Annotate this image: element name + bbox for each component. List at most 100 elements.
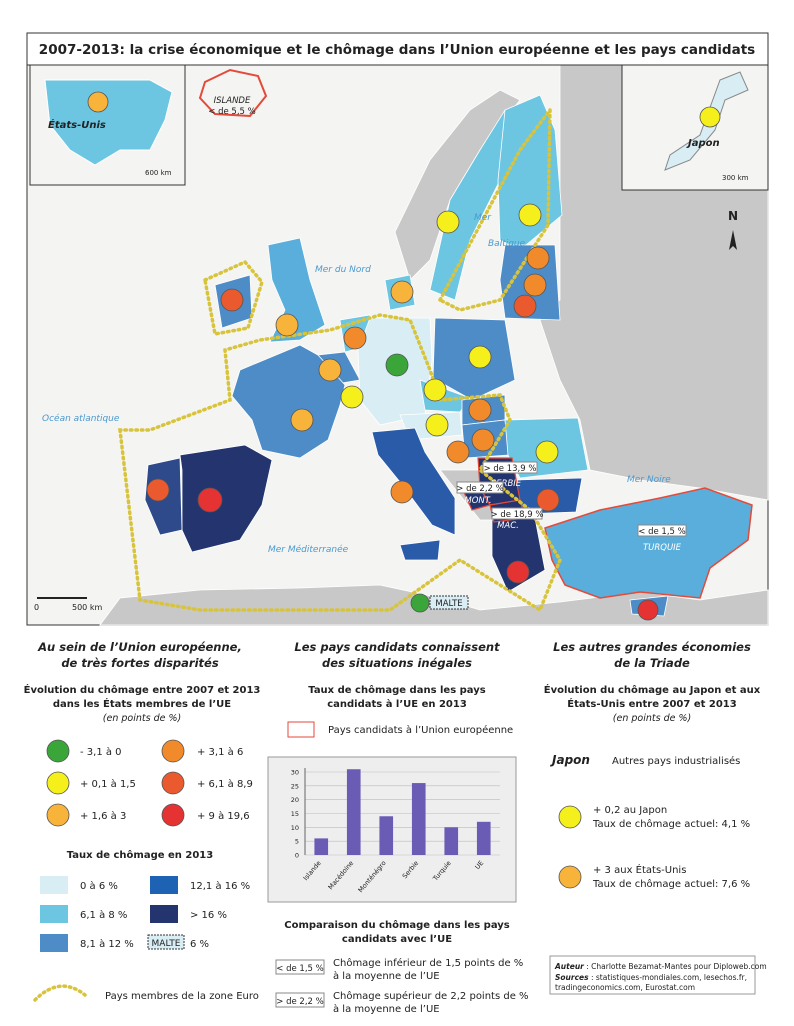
legend-subtitle: États-Unis entre 2007 et 2013: [567, 697, 736, 710]
bar: [346, 769, 361, 855]
callout-box: [491, 507, 543, 520]
legend-label: Autres pays industrialisés: [612, 755, 740, 767]
map-label: MAC.: [497, 521, 519, 531]
legend-label: Pays candidats à l’Union européenne: [328, 724, 513, 736]
legend-subtitle: Évolution du chômage entre 2007 et 2013: [24, 683, 261, 696]
map-label: Japon: [686, 138, 720, 149]
map-label: TURQUIE: [643, 543, 682, 553]
callout-box: [637, 524, 687, 537]
legend-label: Pays membres de la zone Euro: [105, 991, 259, 1002]
euro-zone-line: [203, 259, 264, 337]
sea-label: Mer du Nord: [315, 265, 371, 275]
legend-swatch: [161, 771, 185, 795]
north-label: N: [728, 209, 738, 223]
legend-swatch: [46, 803, 70, 827]
circle: [518, 203, 542, 227]
section-heading: de très fortes disparités: [61, 656, 218, 670]
legend-swatch: [161, 803, 185, 827]
sea-label: Mer Méditerranée: [268, 544, 349, 555]
legend-label: + 0,1 à 1,5: [80, 778, 136, 790]
circle: [446, 440, 470, 464]
turkey: [544, 487, 753, 599]
legend-label: + 9 à 19,6: [197, 810, 250, 822]
legend-swatch: [558, 865, 582, 889]
iceland-outline: [198, 68, 268, 118]
y-tick-label: 5: [295, 838, 299, 846]
circle: [436, 210, 460, 234]
legend-subtitle: Taux de chômage en 2013: [67, 849, 214, 861]
circle: [343, 326, 367, 350]
bar: [314, 838, 329, 855]
circle: [318, 358, 342, 382]
map-label: MALTE: [435, 599, 462, 609]
circle: [536, 488, 560, 512]
legend-label: + 1,6 à 3: [80, 810, 126, 822]
callout-box: [456, 481, 504, 494]
legend-label: 12,1 à 16 %: [190, 880, 250, 892]
credits: Sources : statistiques-mondiales.com, le…: [555, 973, 747, 982]
japan-inset: [621, 64, 769, 191]
circle: [197, 487, 223, 513]
y-tick-label: 0: [295, 852, 299, 860]
spain: [179, 444, 273, 553]
bar: [476, 821, 491, 855]
credits-box: [549, 955, 756, 995]
y-tick-label: 10: [291, 824, 299, 832]
north-arrow: [729, 230, 737, 250]
legend-subtitle: Taux de chômage dans les pays: [308, 684, 485, 696]
legend-swatch: [150, 876, 178, 894]
section-heading: Les pays candidats connaissent: [294, 640, 500, 654]
sea-label: Baltique: [488, 239, 526, 249]
circle: [637, 599, 659, 621]
map-label: SERBIE: [491, 479, 522, 489]
legend-label: Japon: [550, 753, 590, 767]
section-heading: des situations inégales: [322, 656, 472, 670]
legend-label: 6,1 à 8 %: [80, 909, 127, 921]
callout: > de 13,9 %: [484, 464, 537, 474]
legend-subtitle: dans les États membres de l’UE: [53, 697, 231, 710]
legend-swatch: [558, 805, 582, 829]
circle: [340, 385, 364, 409]
sea-label: Mer: [474, 213, 492, 223]
circle: [468, 345, 492, 369]
sea-label: Mer Noire: [627, 475, 671, 485]
map-label: ISLANDE: [214, 96, 251, 106]
map-label: MONT.: [464, 496, 491, 506]
legend-label: 0 à 6 %: [80, 880, 118, 892]
circle: [390, 480, 414, 504]
circle: [425, 413, 449, 437]
section-heading: Les autres grandes économies: [553, 640, 751, 654]
legend-unit: (en points de %): [613, 713, 691, 724]
legend-subtitle: Comparaison du chômage dans les pays: [284, 919, 510, 931]
legend-swatch: [287, 721, 315, 738]
legend-subtitle: candidats avec l’UE: [342, 934, 452, 945]
legend-swatch: [40, 876, 68, 894]
y-tick-label: 30: [291, 769, 299, 777]
section-heading: Au sein de l’Union européenne,: [37, 640, 242, 654]
bar: [379, 816, 394, 855]
callout-box: [482, 461, 538, 474]
credits: tradingeconomics.com, Eurostat.com: [555, 983, 695, 992]
legend-swatch: [275, 992, 325, 1008]
usa: [44, 79, 173, 166]
sea-label: Océan atlantique: [42, 413, 120, 424]
circle: [385, 353, 409, 377]
circle: [275, 313, 299, 337]
callout: < de 1,5 %: [638, 527, 685, 537]
sicily: [399, 539, 441, 561]
x-tick-label: UE: [473, 859, 485, 871]
legend-label: Taux de chômage actuel: 4,1 %: [592, 818, 750, 830]
legend-label: à la moyenne de l’UE: [333, 970, 440, 982]
y-tick-label: 15: [291, 810, 299, 818]
y-tick-label: 20: [291, 796, 299, 804]
legend-label: + 0,2 au Japon: [593, 805, 667, 816]
circle: [506, 560, 530, 584]
legend-unit: (en points de %): [103, 713, 181, 724]
map-label: États-Unis: [48, 118, 106, 131]
title-bar: [26, 32, 769, 66]
legend-subtitle: candidats à l’UE en 2013: [327, 698, 467, 710]
legend-label: + 3 aux États-Unis: [593, 863, 686, 876]
map-label: < de 5,5 %: [208, 107, 255, 117]
circle: [87, 91, 109, 113]
credits: Auteur : Charlotte Bezamat-Mantes pour D…: [554, 962, 767, 971]
